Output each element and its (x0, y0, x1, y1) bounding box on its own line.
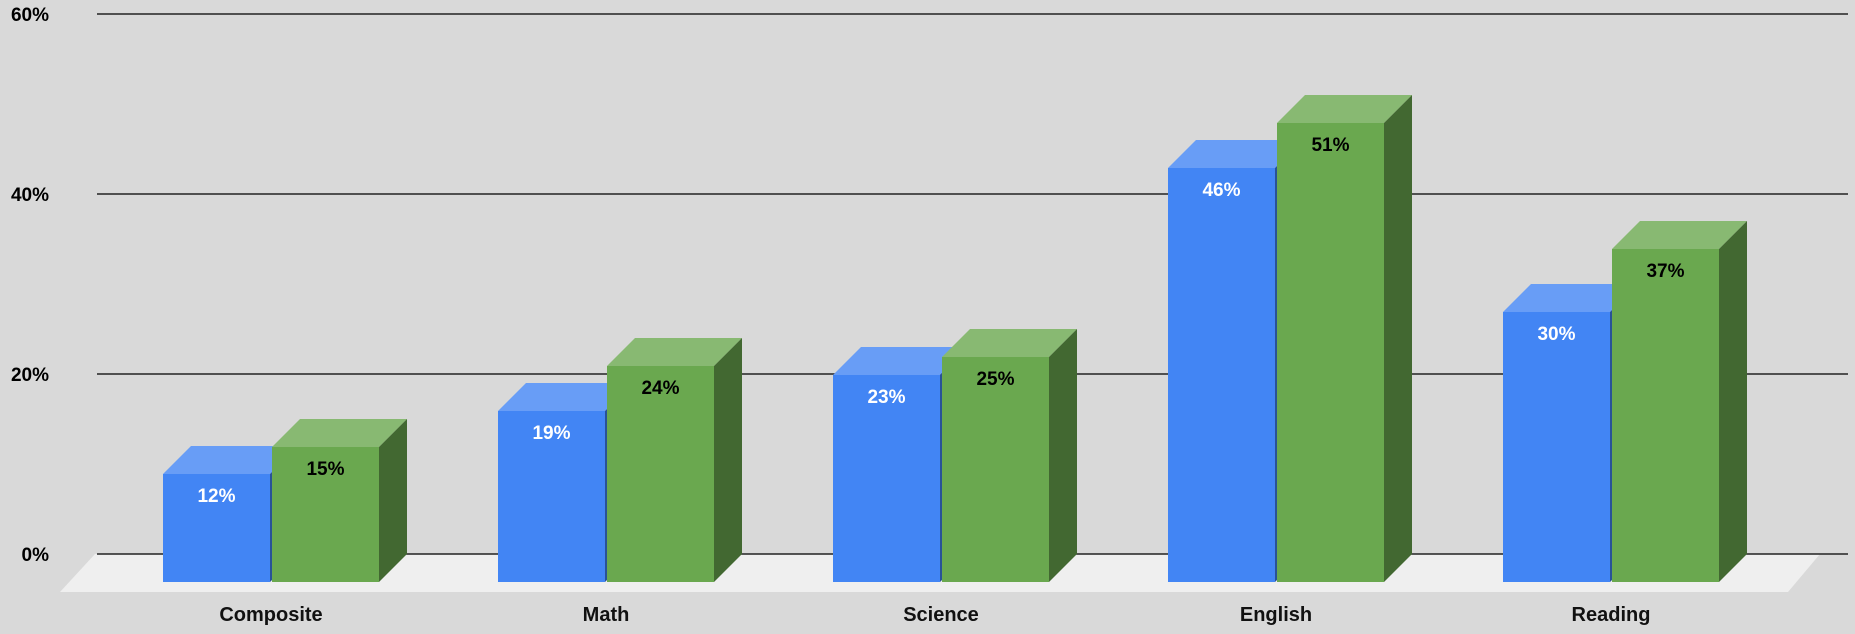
bar (607, 338, 742, 582)
data-label: 46% (1202, 180, 1240, 201)
data-label: 23% (867, 387, 905, 408)
data-label: 19% (532, 423, 570, 444)
x-tick-label: Science (903, 604, 979, 626)
x-tick-label: English (1240, 604, 1312, 626)
bar-front-face (833, 375, 940, 582)
bar-top-face (1503, 284, 1638, 312)
x-tick-label: Composite (219, 604, 322, 626)
bar-front-face (1168, 168, 1275, 582)
y-axis: 0% 20% 40% 60% (11, 5, 49, 566)
bar-front-face (1503, 312, 1610, 582)
bar (942, 329, 1077, 582)
y-tick-label: 0% (22, 545, 50, 566)
x-tick-label: Math (583, 604, 630, 626)
x-tick-label: Reading (1572, 604, 1651, 626)
bar-front-face (1277, 123, 1384, 582)
bars (163, 95, 1747, 582)
bar-top-face (1612, 221, 1747, 249)
data-labels: 12% 15% 19% 24% 23% 25% 46% 51% 30% 37% (197, 135, 1684, 507)
bar-front-face (1612, 249, 1719, 582)
bar-top-face (1168, 140, 1303, 168)
bar-top-face (272, 419, 407, 447)
y-tick-label: 40% (11, 185, 49, 206)
bar-front-face (942, 357, 1049, 582)
bar (1612, 221, 1747, 582)
data-label: 12% (197, 486, 235, 507)
x-axis: Composite Math Science English Reading (219, 604, 1650, 626)
bar-side-face (1049, 329, 1077, 582)
bar-top-face (498, 383, 633, 411)
bar-side-face (1384, 95, 1412, 582)
bar (1277, 95, 1412, 582)
data-label: 24% (641, 378, 679, 399)
y-tick-label: 20% (11, 365, 49, 386)
data-label: 37% (1646, 261, 1684, 282)
data-label: 30% (1537, 324, 1575, 345)
bar-top-face (607, 338, 742, 366)
data-label: 51% (1311, 135, 1349, 156)
bar-side-face (714, 338, 742, 582)
bar-side-face (1719, 221, 1747, 582)
bar-side-face (379, 419, 407, 582)
y-tick-label: 60% (11, 5, 49, 26)
bar-front-face (163, 474, 270, 582)
bar-front-face (498, 411, 605, 582)
data-label: 15% (306, 459, 344, 480)
bar-front-face (607, 366, 714, 582)
bar-top-face (1277, 95, 1412, 123)
bar-top-face (833, 347, 968, 375)
data-label: 25% (976, 369, 1014, 390)
bar-front-face (272, 447, 379, 582)
bar-top-face (942, 329, 1077, 357)
bar-top-face (163, 446, 298, 474)
bar (272, 419, 407, 582)
